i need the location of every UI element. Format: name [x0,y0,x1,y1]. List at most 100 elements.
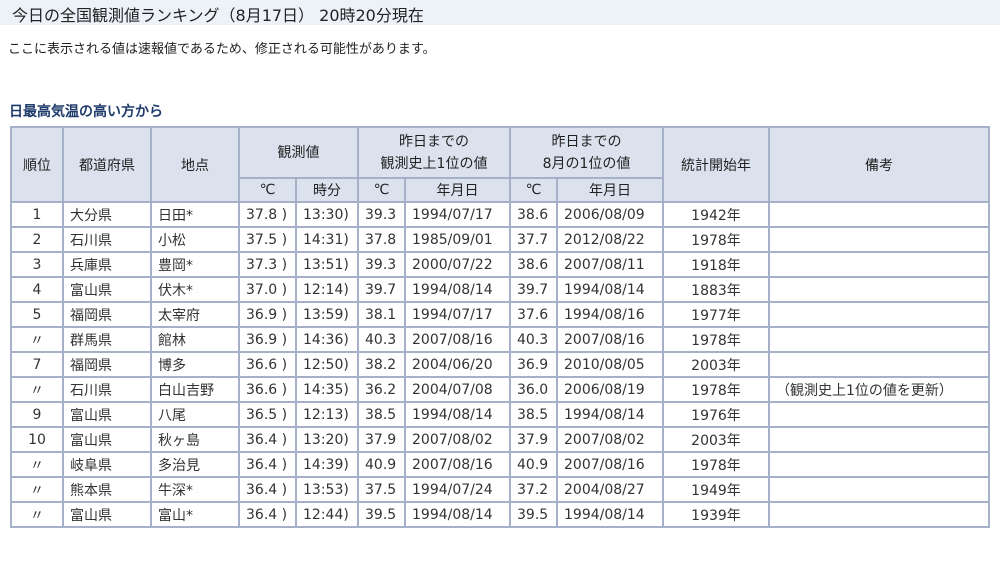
location-cell: 豊岡* [150,251,240,278]
rank-cell: 7 [10,351,64,378]
prefecture-cell: 兵庫県 [62,251,152,278]
rank-cell: 2 [10,226,64,253]
record-date-cell: 1994/07/17 [404,201,511,228]
temp-cell: 36.4 ) [238,501,297,528]
time-cell: 14:36) [295,326,359,353]
record-date-cell: 2007/08/16 [404,326,511,353]
time-cell: 12:13) [295,401,359,428]
table-body: 1 大分県 日田* 37.8 ) 13:30) 39.3 1994/07/17 38.6 200… [10,201,990,528]
ranking-table: 順位 都道府県 地点 観測値 昨日までの 観測史上1位の値 昨日までの 8月の1位の… [10,126,990,528]
record-temp-cell: 38.2 [357,351,406,378]
record-temp-cell: 39.7 [357,276,406,303]
aug-temp-cell: 39.7 [509,276,558,303]
remarks-cell: （観測史上1位の値を更新） [768,376,990,403]
location-cell: 博多 [150,351,240,378]
title-bar: 今日の全国観測値ランキング（8月17日） 20時20分現在 [0,0,1000,25]
header-record-aug: 昨日までの 8月の1位の値 [509,126,664,179]
rank-cell: 10 [10,426,64,453]
table-row: 7 福岡県 博多 36.6 ) 12:50) 38.2 2004/06/20 36.9 2010… [10,351,990,378]
header-record-aug-line2: 8月の1位の値 [542,155,631,172]
aug-date-cell: 2006/08/09 [556,201,664,228]
location-cell: 館林 [150,326,240,353]
aug-date-cell: 2007/08/11 [556,251,664,278]
time-cell: 12:14) [295,276,359,303]
disclaimer-note: ここに表示される値は速報値であるため、修正される可能性があります。 [8,42,436,57]
stats-start-cell: 1883年 [662,276,770,303]
record-temp-cell: 37.5 [357,476,406,503]
aug-temp-cell: 37.7 [509,226,558,253]
record-temp-cell: 36.2 [357,376,406,403]
table-row: 3 兵庫県 豊岡* 37.3 ) 13:51) 39.3 2000/07/22 38.6 200… [10,251,990,278]
time-cell: 13:51) [295,251,359,278]
aug-date-cell: 2004/08/27 [556,476,664,503]
aug-temp-cell: 37.6 [509,301,558,328]
time-cell: 14:35) [295,376,359,403]
rank-cell: 3 [10,251,64,278]
location-cell: 小松 [150,226,240,253]
stats-start-cell: 1939年 [662,501,770,528]
stats-start-cell: 1978年 [662,226,770,253]
aug-date-cell: 2010/08/05 [556,351,664,378]
temp-cell: 36.6 ) [238,351,297,378]
page-title: 今日の全国観測値ランキング（8月17日） 20時20分現在 [12,6,424,25]
remarks-cell [768,301,990,328]
aug-temp-cell: 38.5 [509,401,558,428]
stats-start-cell: 1976年 [662,401,770,428]
stats-start-cell: 2003年 [662,426,770,453]
table-row: 〃石川県 白山吉野 36.6 ) 14:35) 36.2 2004/07/08 36.0 20… [10,376,990,403]
aug-date-cell: 1994/08/14 [556,501,664,528]
header-rank: 順位 [10,126,64,203]
remarks-cell [768,426,990,453]
aug-date-cell: 2007/08/02 [556,426,664,453]
subheader-date: 年月日 [404,177,511,203]
record-temp-cell: 39.5 [357,501,406,528]
prefecture-cell: 大分県 [62,201,152,228]
header-record-aug-line1: 昨日までの [551,133,622,150]
time-cell: 13:53) [295,476,359,503]
prefecture-cell: 群馬県 [62,326,152,353]
table-row: 〃岐阜県 多治見 36.4 ) 14:39) 40.9 2007/08/16 40.9 200… [10,451,990,478]
temp-cell: 36.4 ) [238,476,297,503]
table-row: 5 福岡県 太宰府 36.9 ) 13:59) 38.1 1994/07/17 37.6 199… [10,301,990,328]
location-cell: 日田* [150,201,240,228]
record-date-cell: 1994/08/14 [404,401,511,428]
record-temp-cell: 40.3 [357,326,406,353]
stats-start-cell: 1978年 [662,326,770,353]
location-cell: 白山吉野 [150,376,240,403]
aug-date-cell: 1994/08/14 [556,276,664,303]
aug-temp-cell: 37.9 [509,426,558,453]
subheader-celsius: ℃ [357,177,406,203]
aug-date-cell: 2007/08/16 [556,451,664,478]
aug-date-cell: 2006/08/19 [556,376,664,403]
temp-cell: 36.9 ) [238,326,297,353]
remarks-cell [768,401,990,428]
location-cell: 太宰府 [150,301,240,328]
subheader-celsius: ℃ [509,177,558,203]
stats-start-cell: 1978年 [662,376,770,403]
remarks-cell [768,501,990,528]
rank-cell: 〃 [10,326,64,353]
aug-temp-cell: 36.0 [509,376,558,403]
record-temp-cell: 37.8 [357,226,406,253]
aug-temp-cell: 36.9 [509,351,558,378]
location-cell: 秋ヶ島 [150,426,240,453]
subheader-celsius: ℃ [238,177,297,203]
stats-start-cell: 1918年 [662,251,770,278]
temp-cell: 36.6 ) [238,376,297,403]
record-temp-cell: 39.3 [357,201,406,228]
temp-cell: 37.5 ) [238,226,297,253]
aug-date-cell: 2012/08/22 [556,226,664,253]
record-date-cell: 2007/08/02 [404,426,511,453]
record-temp-cell: 40.9 [357,451,406,478]
aug-date-cell: 2007/08/16 [556,326,664,353]
header-observed: 観測値 [238,126,359,179]
table-row: 10 富山県 秋ヶ島 36.4 ) 13:20) 37.9 2007/08/02 37.9 20… [10,426,990,453]
stats-start-cell: 1978年 [662,451,770,478]
temp-cell: 36.5 ) [238,401,297,428]
table-row: 4 富山県 伏木* 37.0 ) 12:14) 39.7 1994/08/14 39.7 199… [10,276,990,303]
remarks-cell [768,201,990,228]
record-date-cell: 2004/07/08 [404,376,511,403]
remarks-cell [768,276,990,303]
section-title: 日最高気温の高い方から [9,104,163,120]
table-row: 2 石川県 小松 37.5 ) 14:31) 37.8 1985/09/01 37.7 2012… [10,226,990,253]
